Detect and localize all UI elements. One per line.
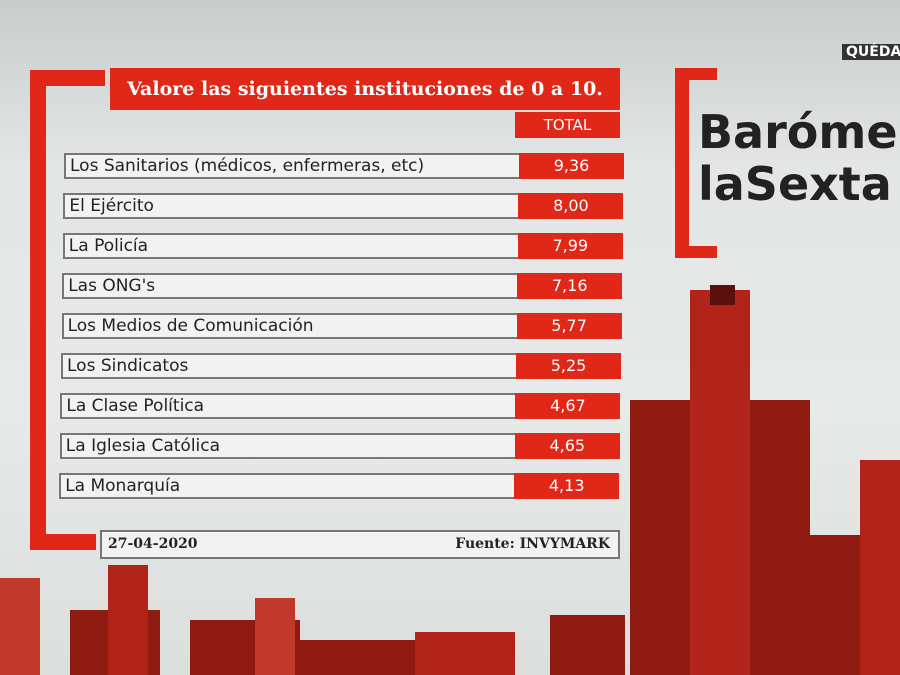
bracket bbox=[675, 68, 717, 80]
score: 4,65 bbox=[514, 433, 620, 459]
bracket bbox=[675, 68, 689, 258]
institution: Los Medios de Comunicación bbox=[61, 313, 517, 339]
table-row: La Clase Política 4,67 bbox=[60, 393, 621, 419]
table-row: La Iglesia Católica 4,65 bbox=[59, 433, 620, 459]
table-title: Valore las siguientes instituciones de 0… bbox=[110, 68, 620, 110]
institution: La Monarquía bbox=[59, 473, 515, 499]
building bbox=[255, 598, 295, 675]
building bbox=[690, 290, 750, 675]
institution: La Policía bbox=[62, 233, 518, 259]
building bbox=[550, 615, 625, 675]
building bbox=[710, 285, 735, 305]
score: 8,00 bbox=[518, 193, 624, 219]
building bbox=[415, 632, 515, 675]
bracket bbox=[30, 534, 96, 550]
column-header: TOTAL bbox=[515, 112, 620, 138]
table-row: Las ONG's 7,16 bbox=[62, 273, 623, 299]
score: 4,13 bbox=[514, 473, 620, 499]
score: 7,99 bbox=[517, 233, 623, 259]
institution: Los Sanitarios (médicos, enfermeras, etc… bbox=[64, 153, 519, 179]
table-row: Los Medios de Comunicación 5,77 bbox=[61, 313, 622, 339]
source: Fuente: INVYMARK bbox=[455, 536, 610, 552]
bracket bbox=[30, 70, 105, 86]
building bbox=[0, 578, 40, 675]
building bbox=[108, 565, 148, 675]
score: 9,36 bbox=[519, 153, 624, 179]
table-row: El Ejército 8,00 bbox=[63, 193, 624, 219]
table-row: Los Sindicatos 5,25 bbox=[61, 353, 621, 379]
score: 5,25 bbox=[516, 353, 621, 379]
institution: Los Sindicatos bbox=[61, 353, 516, 379]
building bbox=[300, 640, 420, 675]
brand: Baróme bbox=[698, 105, 898, 159]
building bbox=[860, 460, 900, 675]
institution: La Iglesia Católica bbox=[59, 433, 515, 459]
date: 27-04-2020 bbox=[108, 536, 198, 552]
score: 5,77 bbox=[516, 313, 622, 339]
table-row: Los Sanitarios (médicos, enfermeras, etc… bbox=[64, 153, 624, 179]
footer: 27-04-2020 Fuente: INVYMARK bbox=[100, 530, 620, 559]
table-row: La Policía 7,99 bbox=[62, 233, 623, 259]
score: 4,67 bbox=[515, 393, 621, 419]
bracket bbox=[30, 70, 46, 550]
institution: Las ONG's bbox=[62, 273, 518, 299]
bracket bbox=[675, 246, 717, 258]
ticker: QUÉDAT bbox=[842, 44, 900, 60]
building bbox=[810, 535, 860, 675]
brand: laSexta bbox=[698, 157, 892, 211]
institution: La Clase Política bbox=[60, 393, 516, 419]
table-row: La Monarquía 4,13 bbox=[59, 473, 620, 499]
score: 7,16 bbox=[517, 273, 623, 299]
institution: El Ejército bbox=[63, 193, 519, 219]
